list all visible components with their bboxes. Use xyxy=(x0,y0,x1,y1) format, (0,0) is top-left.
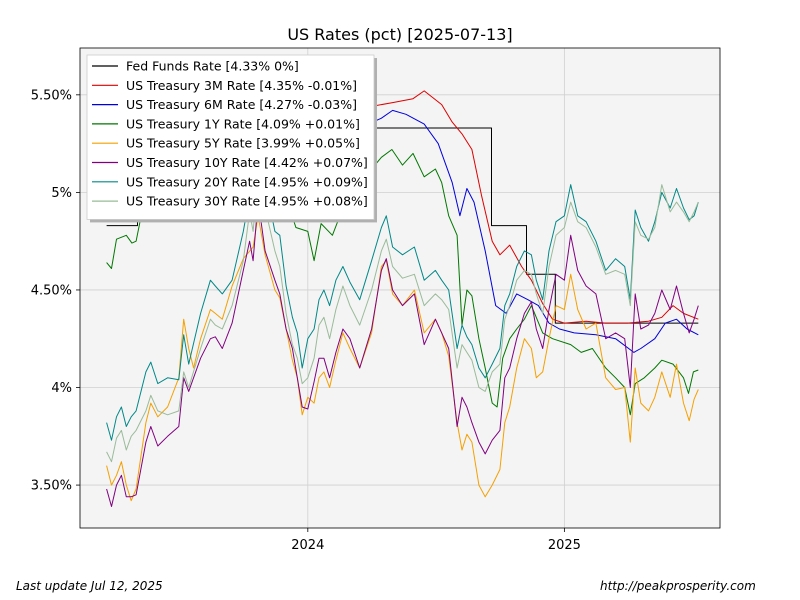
legend-entry: US Treasury 6M Rate [4.27% -0.03%] xyxy=(126,97,357,112)
legend-entry: US Treasury 30Y Rate [4.95% +0.08%] xyxy=(126,194,368,209)
chart-title: US Rates (pct) [2025-07-13] xyxy=(287,25,512,44)
y-tick-label: 4% xyxy=(51,381,72,396)
axes: 3.50% 4% 4.50% 5% 5.50% 2024 2025 xyxy=(31,88,581,553)
series-line-5 xyxy=(106,199,699,507)
x-tick-label: 2025 xyxy=(548,538,581,553)
legend-entry: US Treasury 20Y Rate [4.95% +0.09%] xyxy=(126,174,368,189)
legend: Fed Funds Rate [4.33% 0%] US Treasury 3M … xyxy=(86,54,377,223)
y-tick-label: 4.50% xyxy=(31,283,72,298)
legend-entry: US Treasury 1Y Rate [4.09% +0.01%] xyxy=(126,116,360,131)
legend-box xyxy=(86,54,375,220)
series-line-6 xyxy=(106,152,699,441)
y-tick-label: 5.50% xyxy=(31,88,72,103)
series-line-7 xyxy=(106,176,699,463)
legend-entry: US Treasury 5Y Rate [3.99% +0.05%] xyxy=(126,136,360,151)
y-tick-label: 3.50% xyxy=(31,479,72,494)
plot-frame xyxy=(79,47,721,529)
x-tick-label: 2024 xyxy=(291,538,324,553)
legend-entry: US Treasury 10Y Rate [4.42% +0.07%] xyxy=(126,155,368,170)
series-line-4 xyxy=(106,215,699,502)
legend-entry: Fed Funds Rate [4.33% 0%] xyxy=(126,59,299,74)
y-tick-label: 5% xyxy=(51,186,72,201)
source-url: http://peakprosperity.com xyxy=(600,579,756,593)
last-update-note: Last update Jul 12, 2025 xyxy=(16,579,163,593)
legend-entry: US Treasury 3M Rate [4.35% -0.01%] xyxy=(126,78,357,93)
